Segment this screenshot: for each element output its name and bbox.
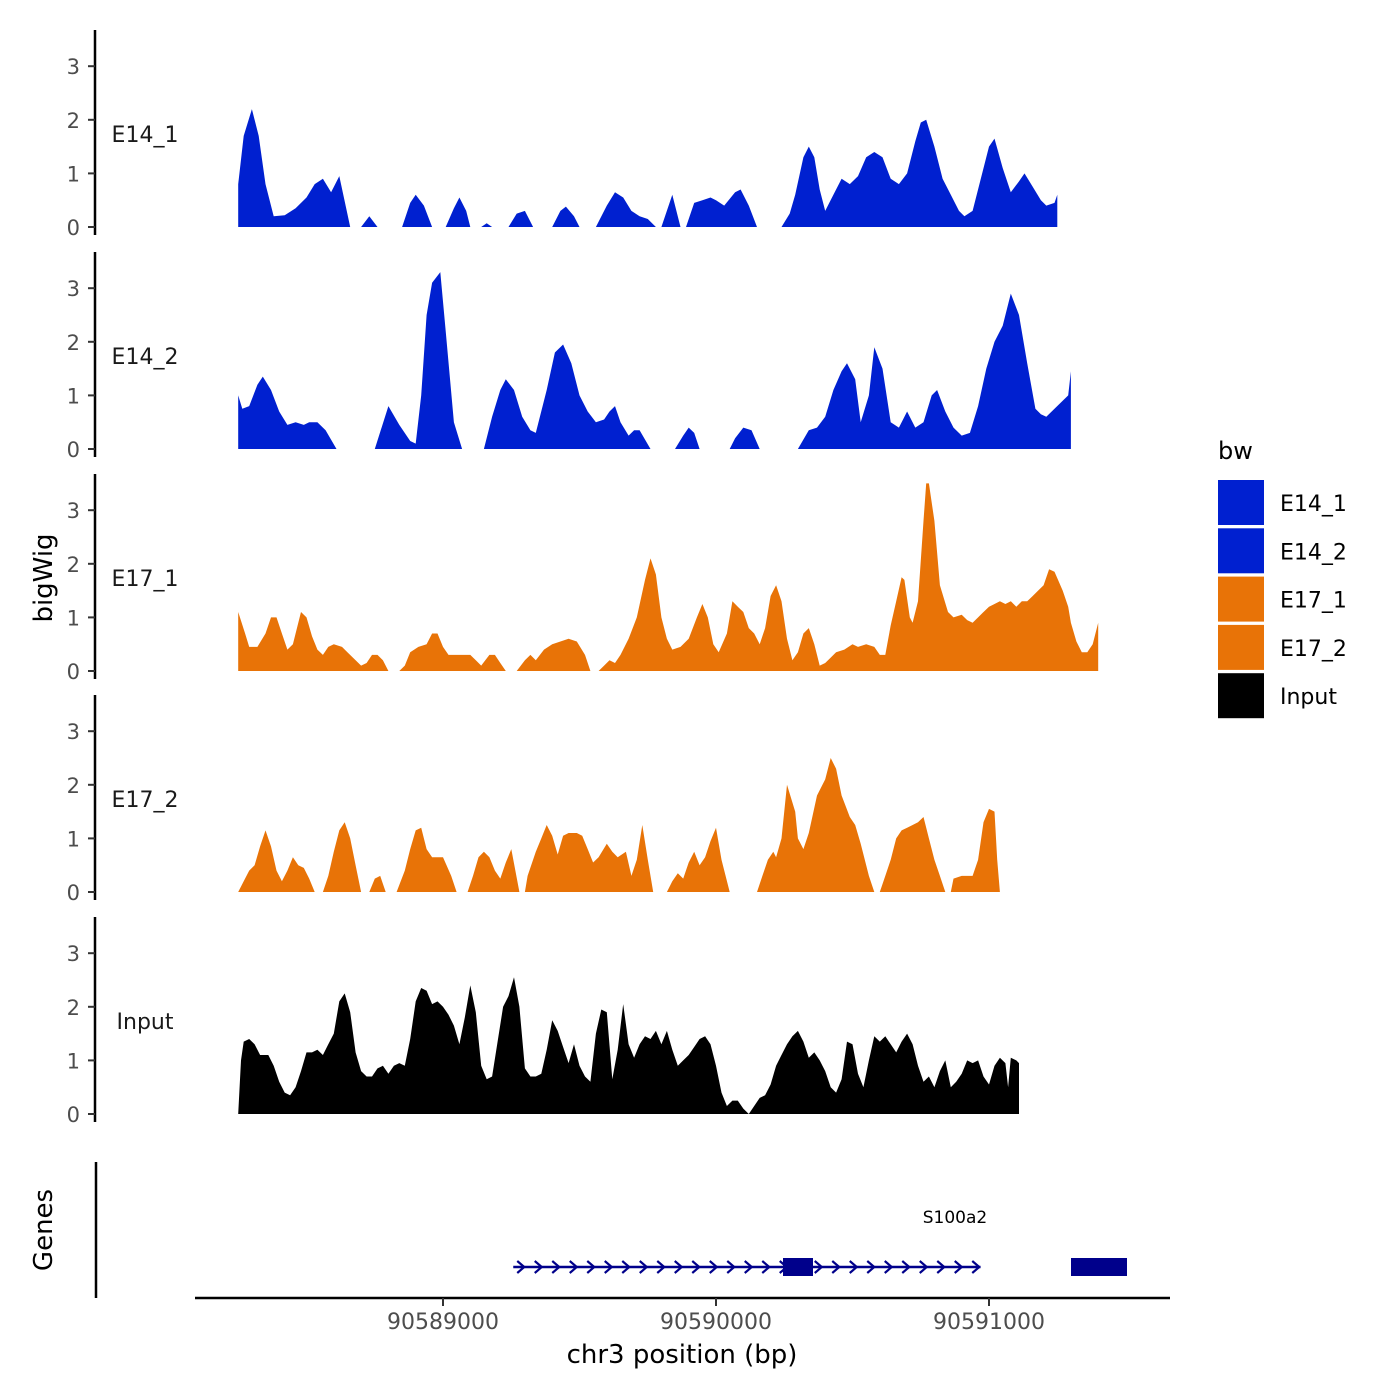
y-tick-label: 2 — [67, 331, 80, 355]
legend-label: E17_1 — [1280, 589, 1347, 614]
strand-arrow — [586, 1260, 596, 1274]
track-label: E17_1 — [112, 567, 179, 592]
strand-arrow — [919, 1260, 929, 1274]
track-label: E14_1 — [112, 123, 179, 148]
strand-arrow — [569, 1260, 579, 1274]
signal-area-E14_2 — [238, 272, 1071, 449]
legend-label: E17_2 — [1280, 637, 1347, 662]
y-tick-label: 0 — [67, 660, 80, 684]
strand-arrow — [726, 1260, 736, 1274]
y-tick-label: 2 — [67, 996, 80, 1020]
y-tick-label: 0 — [67, 881, 80, 905]
strand-arrow — [831, 1260, 841, 1274]
signal-area-E17_1 — [238, 483, 1099, 671]
legend-title: bw — [1218, 437, 1253, 465]
strand-arrow — [639, 1260, 649, 1274]
strand-arrow — [814, 1260, 824, 1274]
legend-items: E14_1 E14_2 E17_1 E17_2 Input — [1218, 480, 1347, 719]
legend-item-Input: Input — [1218, 673, 1337, 719]
track-E17_1: 0 1 2 3 E17_1 — [67, 474, 1099, 684]
strand-arrow — [866, 1260, 876, 1274]
genes-panel: S100a2 — [94, 1162, 1127, 1298]
y-tick-label: 3 — [67, 55, 80, 79]
y-tick-label: 1 — [67, 162, 80, 186]
legend: bw E14_1 E14_2 E17_1 E17_2 Input — [1218, 437, 1347, 719]
strand-arrow — [604, 1260, 614, 1274]
genes-axis-title: Genes — [29, 1189, 59, 1271]
strand-arrow — [709, 1260, 719, 1274]
track-E17_2: 0 1 2 3 E17_2 — [67, 695, 1000, 905]
track-Input: 0 1 2 3 Input — [67, 917, 1019, 1127]
strand-arrow — [884, 1260, 894, 1274]
signal-area-Input — [238, 977, 1019, 1114]
strand-arrow — [954, 1260, 964, 1274]
gene-exon — [783, 1258, 813, 1276]
y-tick-label: 2 — [67, 109, 80, 133]
legend-label: E14_2 — [1280, 540, 1347, 565]
gene-S100a2: S100a2 — [513, 1208, 1127, 1276]
strand-arrow — [621, 1260, 631, 1274]
legend-item-E14_1: E14_1 — [1218, 480, 1347, 525]
gene-label: S100a2 — [923, 1208, 987, 1228]
x-tick-label: 90591000 — [933, 1310, 1045, 1335]
legend-item-E14_2: E14_2 — [1218, 528, 1347, 574]
strand-arrow — [534, 1260, 544, 1274]
signal-area-E14_1 — [238, 109, 1058, 227]
y-tick-label: 2 — [67, 774, 80, 798]
y-tick-label: 1 — [67, 1049, 80, 1073]
y-tick-label: 1 — [67, 384, 80, 408]
strand-arrow — [656, 1260, 666, 1274]
strand-arrow — [936, 1260, 946, 1274]
legend-swatch — [1218, 480, 1264, 525]
x-axis: 90589000 90590000 90591000 chr3 position (… — [195, 1296, 1170, 1370]
strand-arrow — [674, 1260, 684, 1274]
legend-label: E14_1 — [1280, 492, 1347, 517]
track-E14_1: 0 1 2 3 E14_1 — [67, 30, 1058, 240]
signal-tracks: 0 1 2 3 E14_1 0 1 2 3 E14_2 0 1 2 3 E17_1 0 1 2 3 E17_2 0 1 2 3… — [67, 30, 1099, 1127]
strand-arrow — [901, 1260, 911, 1274]
track-E14_2: 0 1 2 3 E14_2 — [67, 252, 1071, 462]
y-tick-label: 3 — [67, 277, 80, 301]
y-tick-label: 1 — [67, 606, 80, 630]
y-tick-label: 2 — [67, 553, 80, 577]
y-tick-label: 0 — [67, 216, 80, 240]
signal-area-E17_2 — [238, 758, 1000, 892]
legend-label: Input — [1280, 685, 1337, 710]
x-ticks: 90589000 90590000 90591000 — [387, 1298, 1045, 1335]
y-axis-title: bigWig — [29, 533, 59, 622]
y-tick-label: 0 — [67, 1103, 80, 1127]
strand-arrow — [551, 1260, 561, 1274]
track-label: E17_2 — [112, 788, 179, 813]
y-tick-label: 3 — [67, 499, 80, 523]
gene-models: S100a2 — [513, 1208, 1127, 1276]
y-tick-label: 1 — [67, 827, 80, 851]
y-tick-label: 3 — [67, 942, 80, 966]
x-tick-label: 90590000 — [660, 1310, 772, 1335]
y-tick-label: 0 — [67, 438, 80, 462]
strand-arrow — [849, 1260, 859, 1274]
legend-swatch — [1218, 624, 1264, 670]
y-tick-label: 3 — [67, 720, 80, 744]
x-axis-title: chr3 position (bp) — [567, 1340, 798, 1370]
legend-swatch — [1218, 528, 1264, 574]
legend-swatch — [1218, 576, 1264, 622]
track-label: E14_2 — [112, 345, 179, 370]
legend-item-E17_1: E17_1 — [1218, 576, 1347, 622]
legend-swatch — [1218, 673, 1264, 719]
gene-exon — [1071, 1258, 1127, 1276]
strand-arrow — [516, 1260, 526, 1274]
strand-arrow — [691, 1260, 701, 1274]
strand-arrow — [971, 1260, 981, 1274]
strand-arrow — [744, 1260, 754, 1274]
strand-arrow — [761, 1260, 771, 1274]
legend-item-E17_2: E17_2 — [1218, 624, 1347, 670]
x-tick-label: 90589000 — [387, 1310, 499, 1335]
track-label: Input — [117, 1010, 174, 1035]
